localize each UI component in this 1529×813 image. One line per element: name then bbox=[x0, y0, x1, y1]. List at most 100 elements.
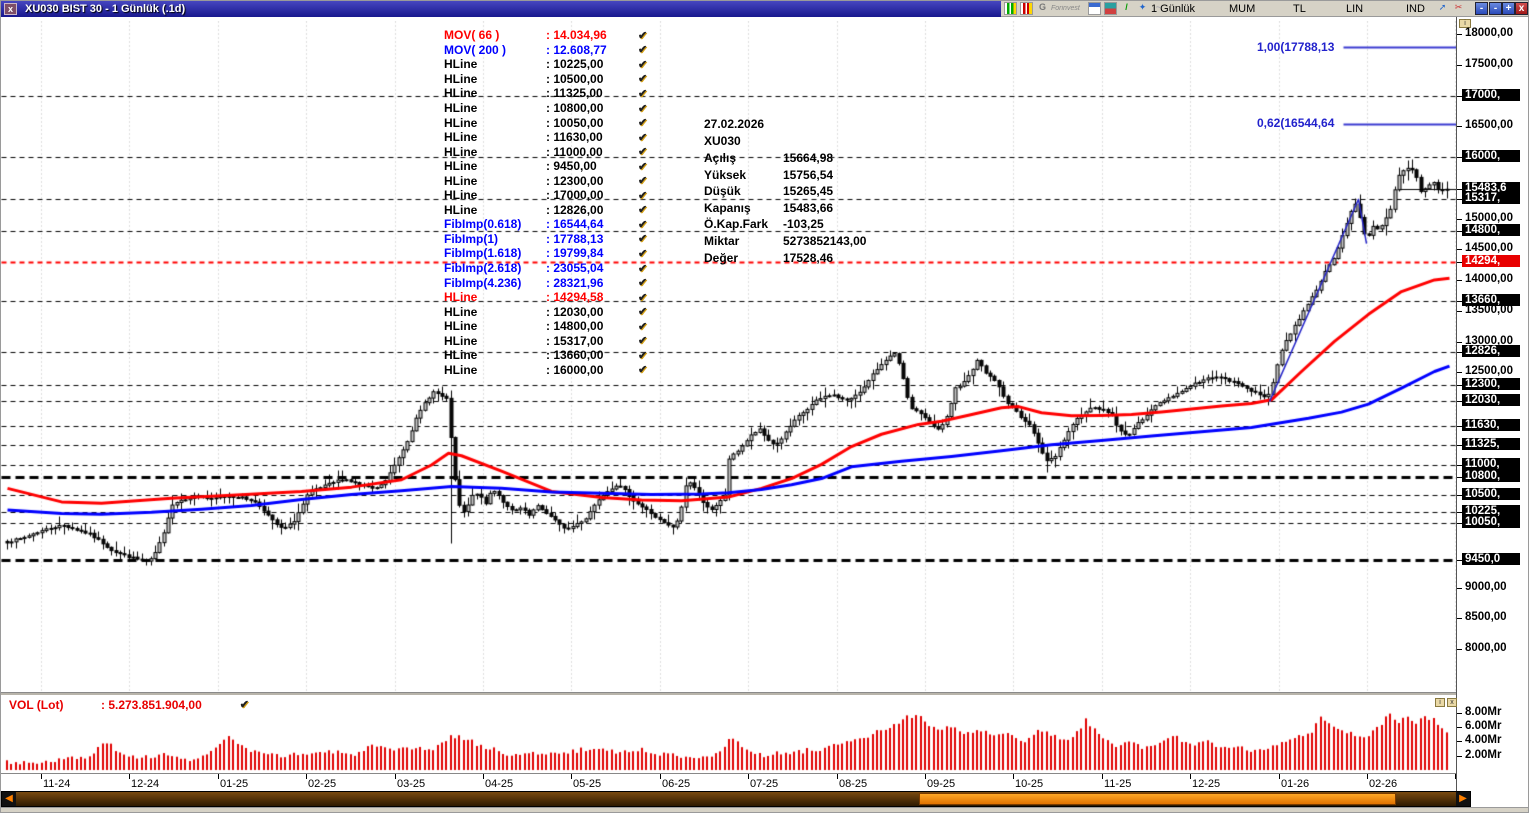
volume-info-button[interactable]: i bbox=[1435, 698, 1445, 707]
visibility-check-icon[interactable]: ✔ bbox=[638, 204, 648, 217]
visibility-check-icon[interactable]: ✔ bbox=[638, 262, 648, 275]
visibility-check-icon[interactable]: ✔ bbox=[638, 146, 648, 159]
visibility-check-icon[interactable]: ✔ bbox=[638, 364, 648, 377]
time-axis-label: 02-26 bbox=[1369, 778, 1398, 790]
chart-type-selector[interactable]: MUM bbox=[1229, 3, 1256, 15]
volume-close-button[interactable]: x bbox=[1447, 698, 1457, 707]
visibility-check-icon[interactable]: ✔ bbox=[638, 349, 648, 362]
restore-button[interactable]: - bbox=[1489, 2, 1502, 15]
indicator-name: FibImp(0.618) bbox=[444, 217, 522, 232]
visibility-check-icon[interactable]: ✔ bbox=[638, 218, 648, 231]
axis-tick bbox=[1457, 126, 1462, 128]
price-axis-panel[interactable]: i 18000,00 17500,00 17000, 16500,00 16000, 15… bbox=[1456, 17, 1528, 791]
visibility-check-icon[interactable]: ✔ bbox=[638, 233, 648, 246]
indicator-value: : 17788,13 bbox=[546, 231, 604, 246]
visibility-check-icon[interactable]: ✔ bbox=[638, 320, 648, 333]
visibility-check-icon[interactable]: ✔ bbox=[638, 277, 648, 290]
axis-tick bbox=[1457, 34, 1462, 35]
axis-tick bbox=[1457, 755, 1462, 757]
axis-tick bbox=[1457, 310, 1462, 312]
axis-tick bbox=[1457, 476, 1462, 478]
visibility-check-icon[interactable]: ✔ bbox=[638, 175, 648, 188]
cursor-arrow-icon[interactable]: ➚ bbox=[1438, 2, 1447, 12]
visibility-check-icon[interactable]: ✔ bbox=[638, 131, 648, 144]
time-axis-label: 08-25 bbox=[839, 778, 868, 790]
scroll-left-icon[interactable]: ◀ bbox=[2, 792, 16, 806]
axis-tick bbox=[1457, 726, 1462, 728]
draw-pencil-icon[interactable]: / bbox=[1125, 2, 1128, 12]
visibility-check-icon[interactable]: ✔ bbox=[638, 335, 648, 348]
price-axis-label: 12300, bbox=[1462, 377, 1520, 390]
legend-row: HLine : 10225,00 ✔ bbox=[444, 57, 647, 72]
volume-check-icon[interactable]: ✔ bbox=[239, 699, 249, 711]
period-selector[interactable]: 1 Günlük bbox=[1151, 3, 1196, 15]
chart-settings-icon[interactable] bbox=[1104, 2, 1117, 15]
axis-tick bbox=[1457, 712, 1462, 714]
indicator-value: : 12300,00 bbox=[546, 173, 604, 188]
visibility-check-icon[interactable]: ✔ bbox=[638, 117, 648, 130]
line-study-icon[interactable]: ~ bbox=[1155, 2, 1162, 12]
symbol-list-green-icon[interactable] bbox=[1004, 2, 1017, 15]
legend-row: HLine : 16000,00 ✔ bbox=[444, 363, 647, 378]
indicator-name: MOV( 66 ) bbox=[444, 28, 500, 43]
maximize-button[interactable]: + bbox=[1502, 2, 1515, 15]
visibility-check-icon[interactable]: ✔ bbox=[638, 58, 648, 71]
price-chart-canvas[interactable] bbox=[1, 21, 1456, 692]
indicator-compass-icon[interactable]: ✦ bbox=[1138, 2, 1147, 12]
indicator-value: : 9450,00 bbox=[546, 159, 597, 174]
indicator-name: FibImp(4.236) bbox=[444, 275, 522, 290]
minimize-button[interactable]: - bbox=[1475, 2, 1488, 15]
volume-axis-label: 4.00Mr bbox=[1465, 734, 1502, 747]
visibility-check-icon[interactable]: ✔ bbox=[638, 189, 648, 202]
chart-scrollbar[interactable]: ◀ ▶ bbox=[1, 791, 1471, 807]
price-axis-label: 9450,0 bbox=[1462, 552, 1520, 565]
visibility-check-icon[interactable]: ✔ bbox=[638, 44, 648, 57]
tools-icon[interactable]: ✂ bbox=[1454, 2, 1463, 12]
indicator-value: : 11000,00 bbox=[546, 144, 603, 159]
pane-splitter[interactable] bbox=[1, 692, 1456, 695]
time-axis-label: 01-26 bbox=[1281, 778, 1310, 790]
time-axis-label: 11-24 bbox=[43, 778, 71, 790]
indicator-name: HLine bbox=[444, 173, 478, 188]
visibility-check-icon[interactable]: ✔ bbox=[638, 160, 648, 173]
time-axis-tick bbox=[1455, 774, 1456, 779]
scale-selector[interactable]: LIN bbox=[1346, 3, 1364, 15]
price-axis-label: 10800, bbox=[1462, 469, 1520, 482]
time-axis-tick bbox=[483, 774, 484, 779]
indicator-selector[interactable]: IND bbox=[1406, 3, 1425, 15]
axis-info-button[interactable]: i bbox=[1459, 19, 1471, 28]
fib-label-1: 1,00(17788,13 bbox=[1257, 40, 1335, 54]
window-grid-icon[interactable] bbox=[1088, 2, 1101, 15]
volume-value: : 5.273.851.904,00 bbox=[101, 698, 202, 712]
info-row: Yüksek 15756,54 bbox=[704, 168, 866, 185]
symbol-list-red-icon[interactable] bbox=[1020, 2, 1033, 15]
legend-row: FibImp(2.618) : 23055,04 ✔ bbox=[444, 261, 647, 276]
scroll-right-icon[interactable]: ▶ bbox=[1456, 792, 1470, 806]
visibility-check-icon[interactable]: ✔ bbox=[638, 29, 648, 42]
indicator-name: HLine bbox=[444, 333, 478, 348]
time-axis-label: 04-25 bbox=[485, 778, 514, 790]
axis-tick bbox=[1457, 230, 1462, 232]
currency-selector[interactable]: TL bbox=[1293, 3, 1306, 15]
visibility-check-icon[interactable]: ✔ bbox=[638, 306, 648, 319]
indicator-value: : 10050,00 bbox=[546, 115, 604, 130]
time-axis-label: 05-25 bbox=[573, 778, 602, 790]
scrollbar-thumb[interactable] bbox=[919, 793, 1396, 805]
time-axis-tick bbox=[571, 774, 572, 779]
visibility-check-icon[interactable]: ✔ bbox=[638, 87, 648, 100]
legend-row: FibImp(4.236) : 28321,96 ✔ bbox=[444, 275, 647, 290]
time-axis-label: 07-25 bbox=[750, 778, 779, 790]
legend-row: HLine : 14800,00 ✔ bbox=[444, 319, 647, 334]
visibility-check-icon[interactable]: ✔ bbox=[638, 73, 648, 86]
visibility-check-icon[interactable]: ✔ bbox=[638, 247, 648, 260]
price-axis-label: 17000, bbox=[1462, 88, 1520, 101]
visibility-check-icon[interactable]: ✔ bbox=[638, 291, 648, 304]
close-icon[interactable]: x bbox=[4, 3, 17, 15]
price-axis-label: 10225, bbox=[1462, 505, 1520, 518]
visibility-check-icon[interactable]: ✔ bbox=[638, 102, 648, 115]
axis-tick bbox=[1457, 649, 1462, 650]
indicator-name: HLine bbox=[444, 362, 478, 377]
info-value: 5273852143,00 bbox=[783, 233, 867, 248]
volume-chart-canvas[interactable] bbox=[1, 695, 1456, 773]
close-window-button[interactable]: x bbox=[1515, 2, 1528, 15]
